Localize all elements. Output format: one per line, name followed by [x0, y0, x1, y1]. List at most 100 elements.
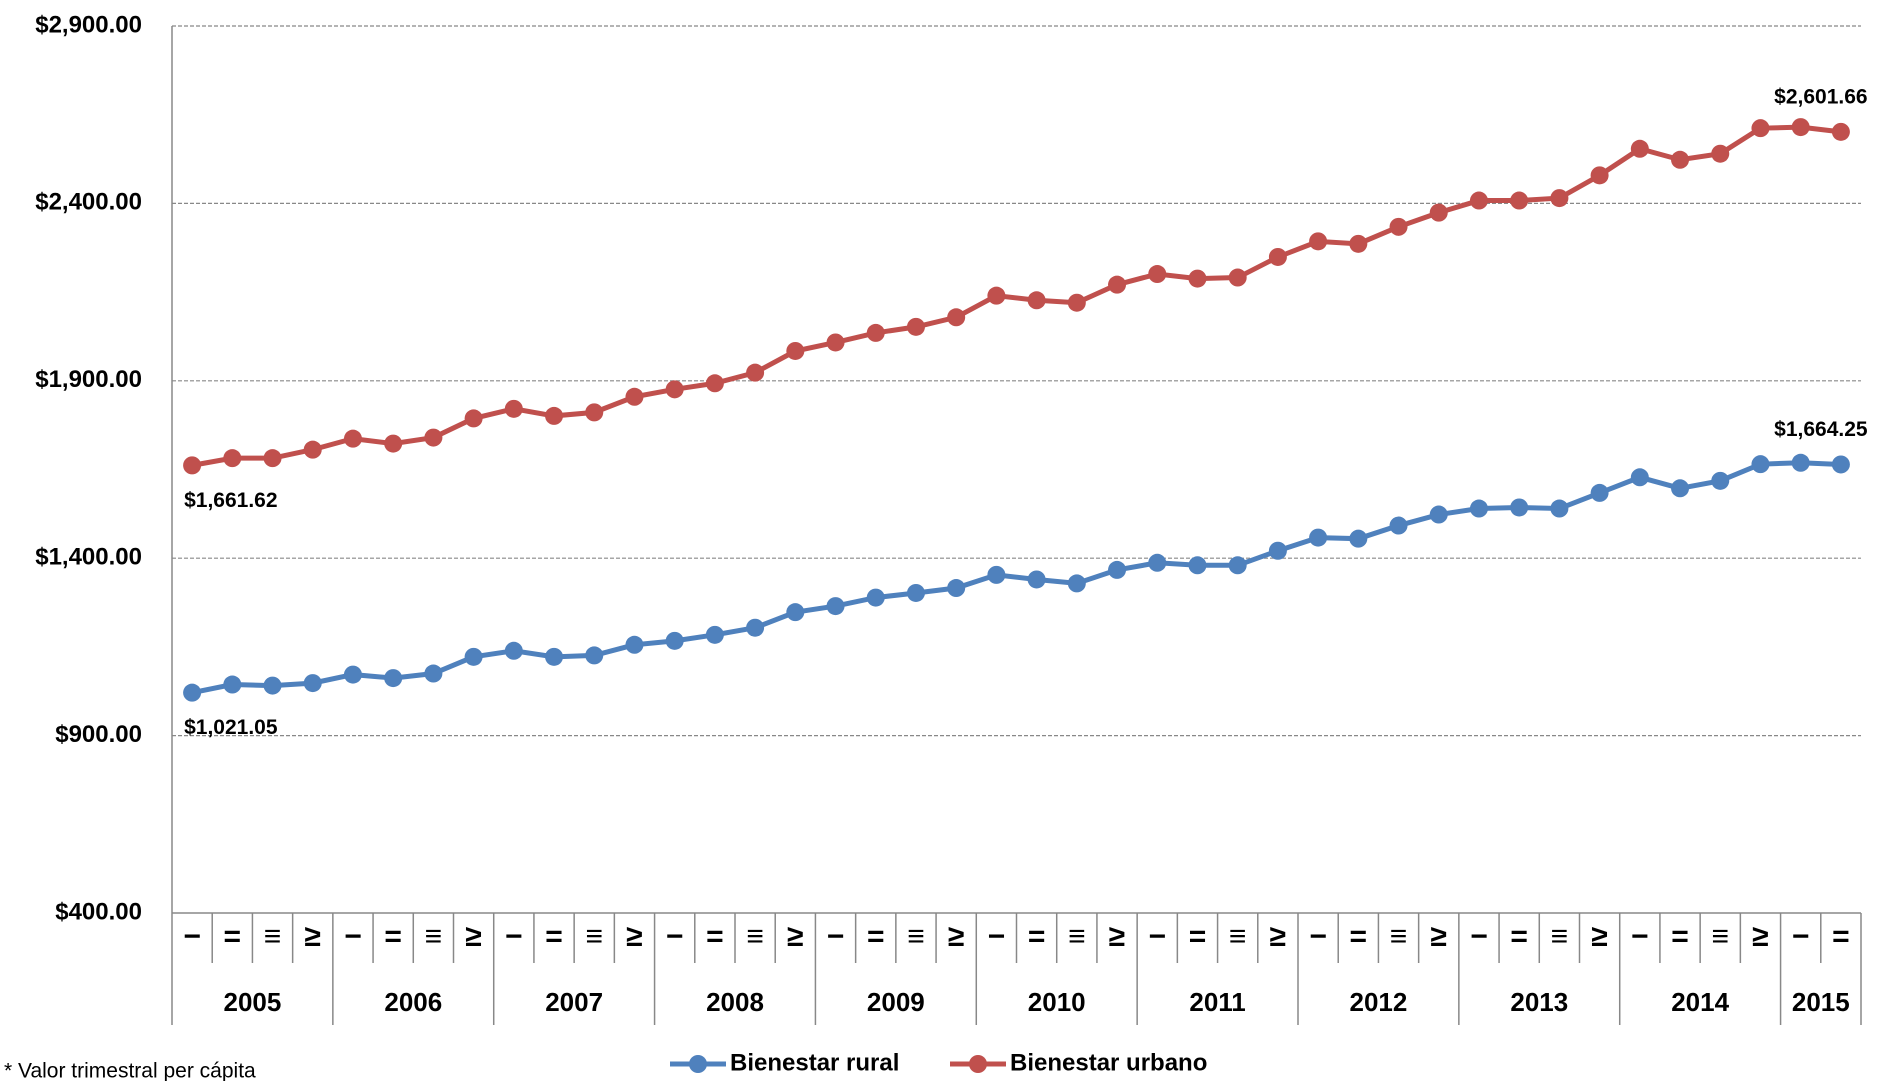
- data-point: [1108, 560, 1127, 579]
- y-tick-label: $1,400.00: [35, 544, 142, 571]
- x-tick-label: ≥: [305, 920, 321, 953]
- data-point: [1349, 529, 1368, 548]
- legend-label: Bienestar urbano: [1010, 1049, 1207, 1076]
- x-tick-label: −: [1309, 920, 1327, 953]
- data-label: $1,021.05: [184, 716, 278, 739]
- data-point: [585, 646, 604, 665]
- data-point: [223, 449, 242, 468]
- data-point: [705, 374, 724, 393]
- x-tick-label: −: [1470, 920, 1488, 953]
- data-label: $1,661.62: [184, 489, 277, 512]
- x-tick-label: ≡: [425, 920, 443, 953]
- data-point: [424, 428, 443, 447]
- y-tick-label: $2,400.00: [35, 189, 142, 216]
- data-point: [263, 449, 282, 468]
- data-point: [1831, 455, 1850, 474]
- data-point: [343, 665, 362, 684]
- x-tick-label: ≡: [1551, 920, 1569, 953]
- data-point: [1671, 150, 1690, 169]
- x-tick-label: ≡: [585, 920, 603, 953]
- x-tick-label: =: [1189, 920, 1207, 953]
- data-point: [1228, 268, 1247, 287]
- x-tick-label: ≡: [746, 920, 764, 953]
- data-point: [705, 625, 724, 644]
- data-point: [1429, 505, 1448, 524]
- x-tick-label: −: [988, 920, 1006, 953]
- data-point: [384, 669, 403, 688]
- data-point: [987, 286, 1006, 305]
- x-tick-label: ≥: [1752, 920, 1768, 953]
- data-point: [947, 579, 966, 598]
- data-point: [1831, 122, 1850, 141]
- data-point: [1067, 293, 1086, 312]
- group-label: 2011: [1189, 987, 1245, 1017]
- footnote: * Valor trimestral per cápita: [4, 1060, 256, 1081]
- data-point: [625, 635, 644, 654]
- y-tick-label: $900.00: [55, 721, 142, 748]
- x-tick-label: ≥: [1270, 920, 1286, 953]
- data-point: [1711, 471, 1730, 490]
- data-point: [1469, 499, 1488, 518]
- x-tick-label: −: [1631, 920, 1649, 953]
- x-tick-label: =: [1510, 920, 1528, 953]
- data-point: [1067, 574, 1086, 593]
- data-point: [1188, 556, 1207, 575]
- data-point: [746, 618, 765, 637]
- x-tick-label: ≡: [907, 920, 925, 953]
- group-label: 2006: [384, 987, 442, 1017]
- x-tick-label: −: [1792, 920, 1810, 953]
- data-point: [826, 597, 845, 616]
- data-point: [1791, 453, 1810, 472]
- data-point: [1349, 234, 1368, 253]
- x-tick-label: ≥: [626, 920, 642, 953]
- data-point: [1027, 291, 1046, 310]
- data-point: [545, 406, 564, 425]
- legend-marker: [969, 1055, 987, 1073]
- y-tick-label: $400.00: [55, 898, 142, 925]
- data-point: [1751, 455, 1770, 474]
- group-label: 2008: [706, 987, 764, 1017]
- group-label: 2015: [1792, 987, 1850, 1017]
- data-point: [987, 565, 1006, 584]
- data-point: [424, 664, 443, 683]
- x-tick-label: =: [1350, 920, 1368, 953]
- x-tick-label: −: [1148, 920, 1166, 953]
- data-point: [183, 456, 202, 475]
- data-point: [1389, 217, 1408, 236]
- data-point: [1228, 556, 1247, 575]
- group-label: 2005: [224, 987, 282, 1017]
- x-tick-label: ≡: [1711, 920, 1729, 953]
- x-tick-label: ≥: [465, 920, 481, 953]
- x-tick-label: =: [867, 920, 885, 953]
- x-tick-label: =: [706, 920, 724, 953]
- data-point: [1268, 541, 1287, 560]
- data-point: [947, 308, 966, 327]
- data-point: [1630, 468, 1649, 487]
- x-tick-label: ≡: [1390, 920, 1408, 953]
- data-point: [1148, 553, 1167, 572]
- data-point: [585, 403, 604, 422]
- data-point: [1148, 265, 1167, 284]
- y-tick-label: $2,900.00: [35, 11, 142, 38]
- data-point: [826, 333, 845, 352]
- data-point: [343, 429, 362, 448]
- data-point: [183, 683, 202, 702]
- data-point: [1590, 166, 1609, 185]
- data-point: [1188, 269, 1207, 288]
- x-tick-label: −: [827, 920, 845, 953]
- x-tick-label: ≡: [1068, 920, 1086, 953]
- x-tick-label: ≡: [1229, 920, 1247, 953]
- x-tick-label: ≥: [948, 920, 964, 953]
- data-point: [1469, 191, 1488, 210]
- data-point: [303, 440, 322, 459]
- data-point: [625, 387, 644, 406]
- x-tick-label: ≥: [787, 920, 803, 953]
- data-point: [866, 588, 885, 607]
- x-tick-label: ≥: [1109, 920, 1125, 953]
- data-point: [223, 675, 242, 694]
- data-point: [1389, 516, 1408, 535]
- data-label: $2,601.66: [1774, 85, 1867, 108]
- data-point: [1550, 189, 1569, 208]
- group-label: 2012: [1350, 987, 1408, 1017]
